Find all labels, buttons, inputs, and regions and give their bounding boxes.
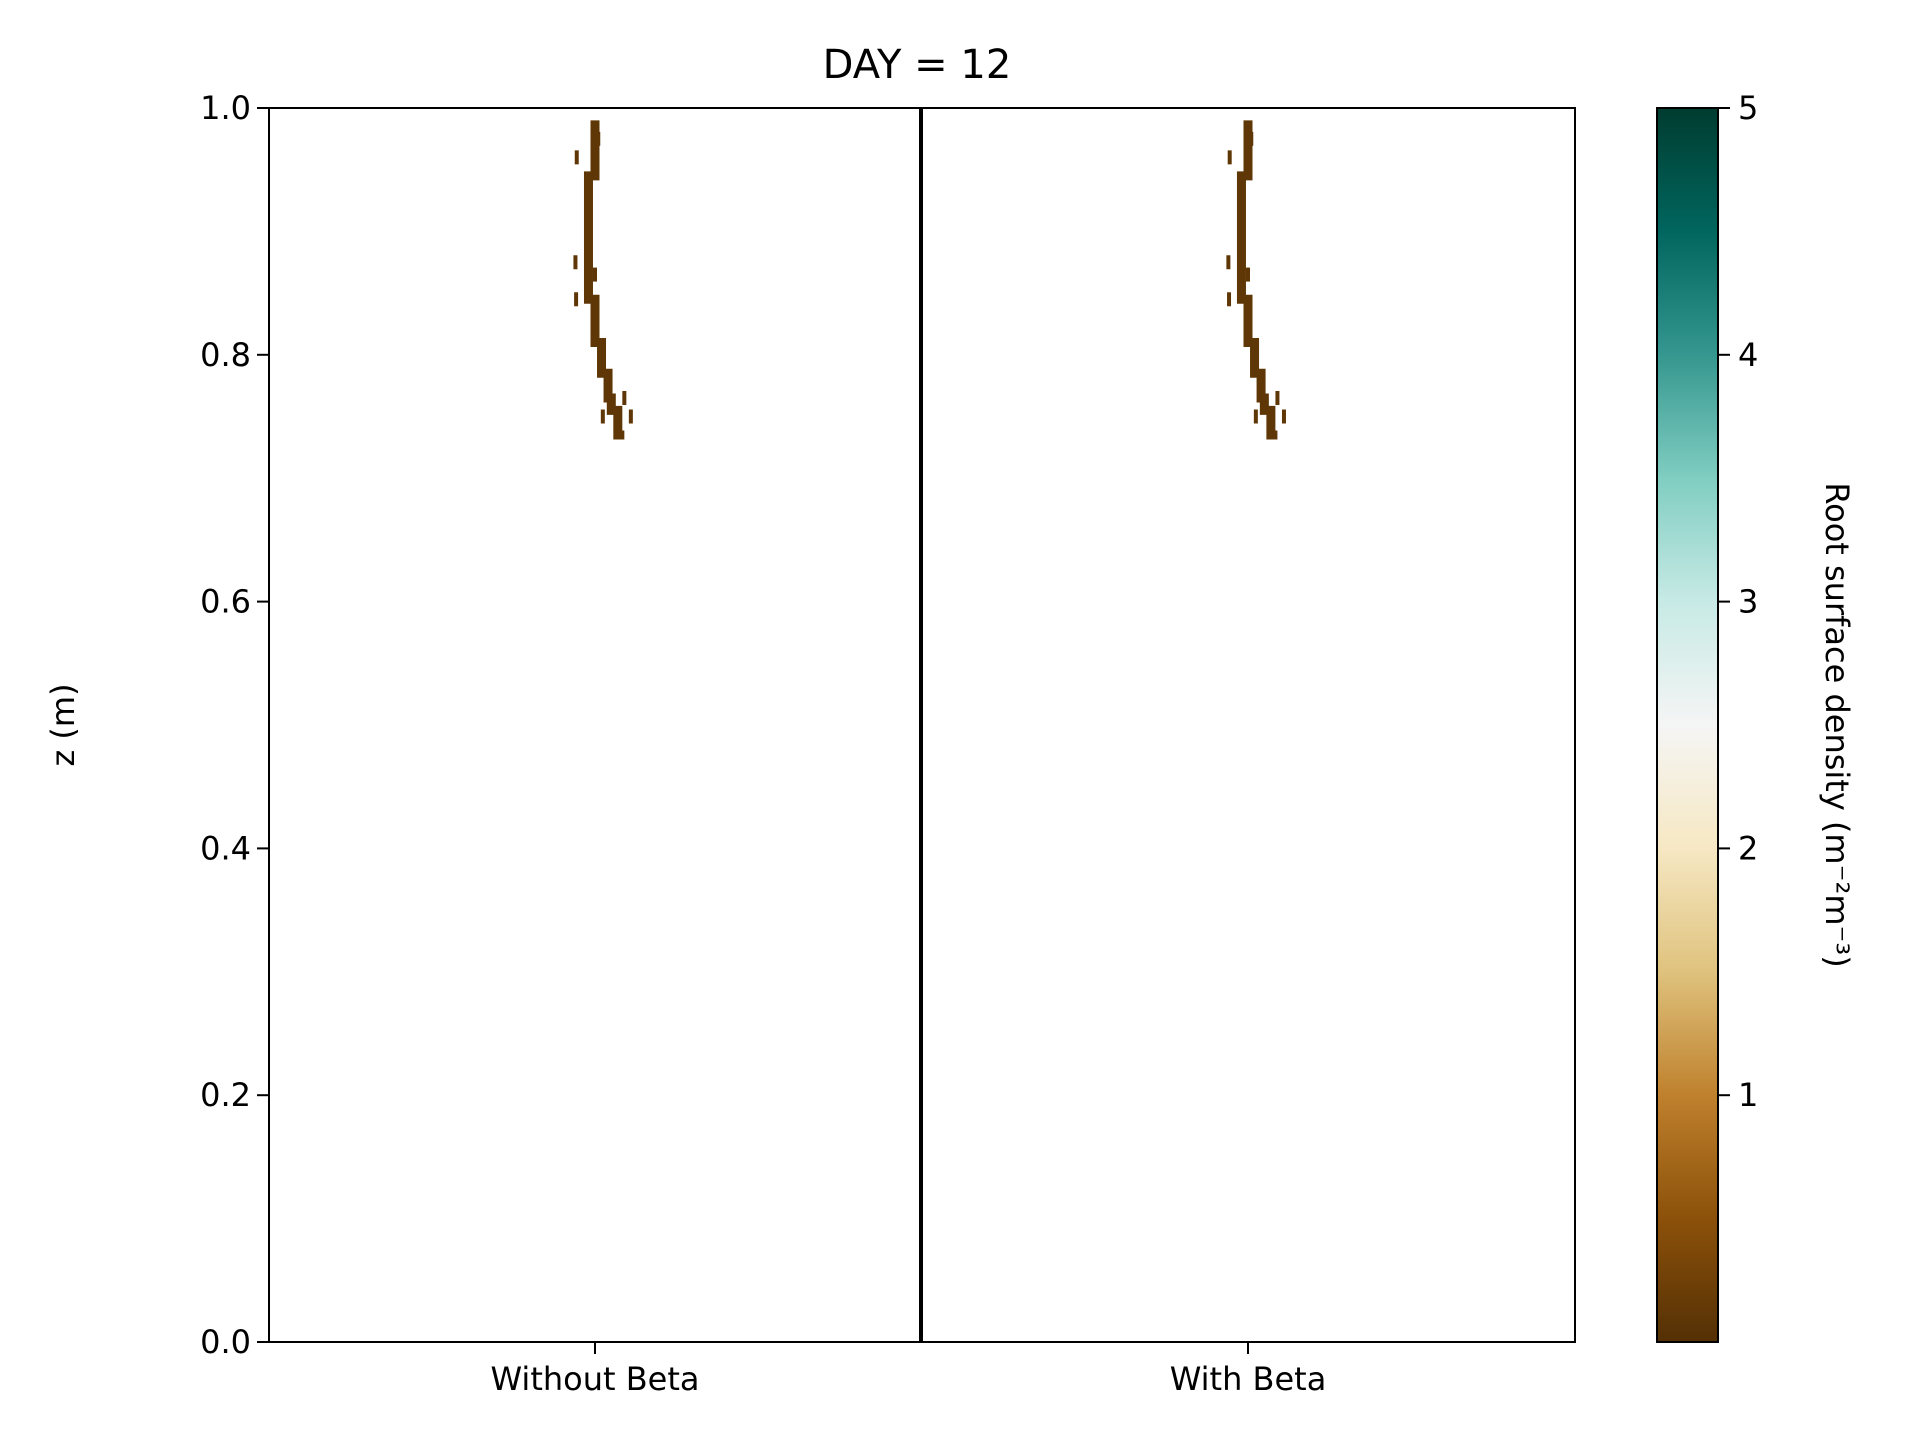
y-tick-label: 0.4 xyxy=(200,829,251,867)
axes-frame xyxy=(268,107,1576,1343)
root-fragment xyxy=(1227,292,1232,307)
y-tick-label: 0.6 xyxy=(200,583,251,621)
root-fragment xyxy=(1246,267,1250,282)
root-fragment xyxy=(1253,409,1258,424)
root-fragment xyxy=(1275,390,1280,405)
root-fragment xyxy=(596,131,601,146)
colorbar-axis: 1 2 3 4 5 xyxy=(1718,89,1758,1114)
root-fragment xyxy=(1227,150,1232,165)
root-fragment xyxy=(628,409,633,424)
colorbar-tick-label: 5 xyxy=(1738,89,1758,127)
colorbar-label: Root surface density (m⁻²m⁻³) xyxy=(1818,482,1856,967)
y-axis: 0.0 0.2 0.4 0.6 0.8 1.0 xyxy=(200,89,269,1361)
x-axis: Without Beta With Beta xyxy=(490,1342,1326,1398)
chart-title: DAY = 12 xyxy=(823,42,1012,88)
panel-without-beta xyxy=(573,120,633,440)
root-fragment xyxy=(1249,131,1254,146)
y-tick-label: 1.0 xyxy=(200,89,251,127)
y-tick-label: 0.8 xyxy=(200,336,251,374)
y-tick-label: 0.0 xyxy=(200,1323,251,1361)
colorbar-tick-label: 1 xyxy=(1738,1076,1758,1114)
colorbar-tick-label: 4 xyxy=(1738,336,1758,374)
root-path xyxy=(1236,120,1278,440)
colorbar xyxy=(1656,107,1719,1343)
root-fragment xyxy=(1226,255,1231,270)
root-fragment xyxy=(1281,409,1286,424)
root-fragment xyxy=(573,255,578,270)
root-fragment xyxy=(622,390,627,405)
y-axis-label: z (m) xyxy=(44,683,82,766)
colorbar-tick-label: 3 xyxy=(1738,583,1758,621)
x-tick-label: With Beta xyxy=(1170,1360,1327,1398)
root-fragment xyxy=(574,292,579,307)
panel-with-beta xyxy=(1226,120,1286,440)
x-tick-label: Without Beta xyxy=(490,1360,699,1398)
y-tick-label: 0.2 xyxy=(200,1076,251,1114)
root-fragment xyxy=(600,409,605,424)
root-fragment xyxy=(574,150,579,165)
root-path xyxy=(583,120,625,440)
root-fragment xyxy=(593,267,597,282)
colorbar-tick-label: 2 xyxy=(1738,829,1758,867)
